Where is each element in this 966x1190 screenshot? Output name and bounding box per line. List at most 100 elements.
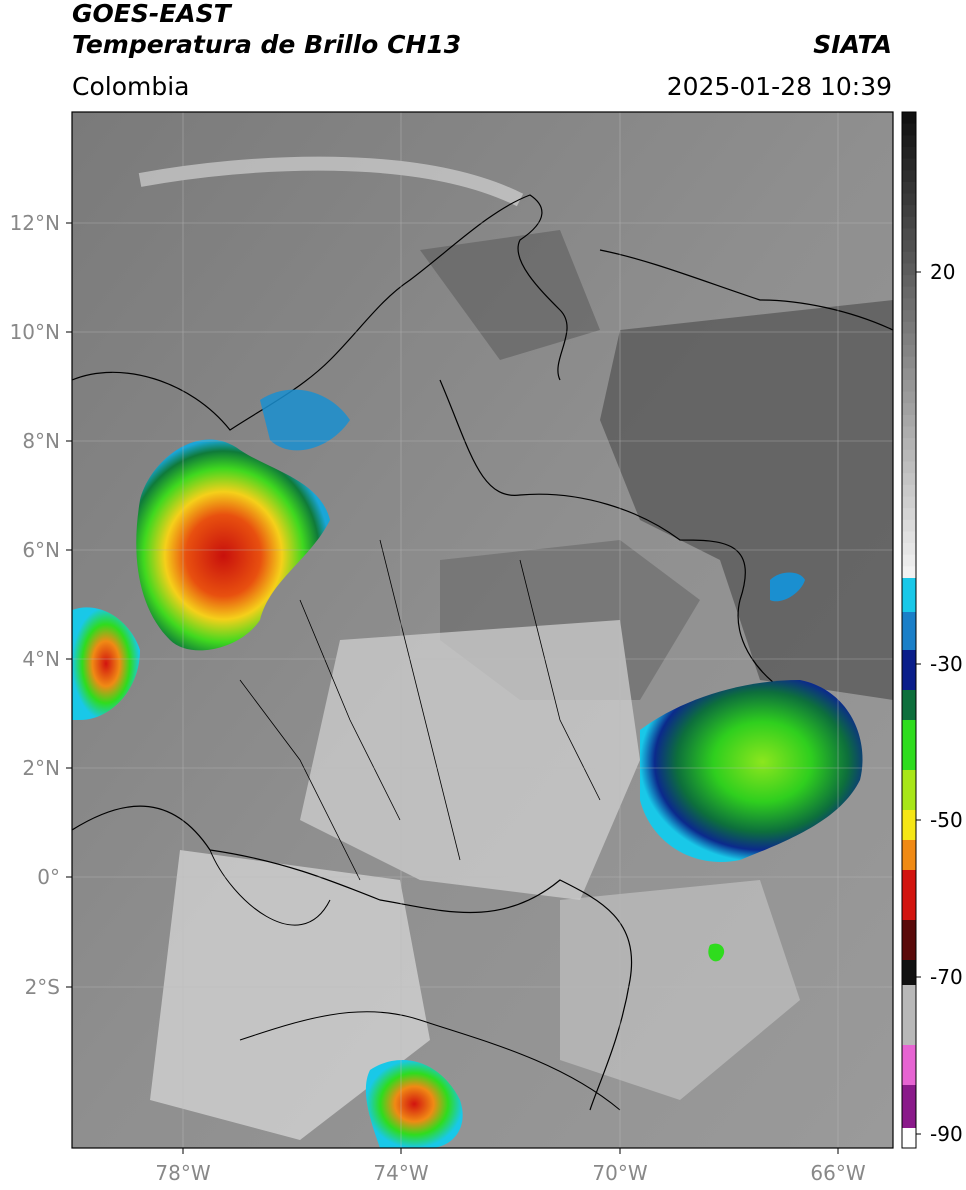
colorbar-gray-segment <box>902 403 916 416</box>
colorbar-gray-segment <box>902 286 916 299</box>
lat-tick-10n: 10°N <box>9 320 60 344</box>
colorbar-gray-segment <box>902 508 916 521</box>
coastline <box>72 194 893 431</box>
storm-cell-pacific <box>136 439 330 651</box>
colorbar-gray-segment <box>902 170 916 183</box>
colorbar-tick-minus90: -90 <box>930 1122 963 1146</box>
datetime-label: 2025-01-28 10:39 <box>666 72 892 101</box>
colorbar-color-segment <box>902 720 916 770</box>
colorbar-gray-segment <box>902 519 916 532</box>
colorbar-color-segment <box>902 870 916 920</box>
axis-ticks <box>66 222 839 1154</box>
colorbar-tick-minus70: -70 <box>930 965 963 989</box>
storm-cell-uraba <box>260 389 350 451</box>
colorbar-color-segment <box>902 770 916 810</box>
colorbar-color-segment <box>902 690 916 720</box>
lat-tick-2n: 2°N <box>22 756 60 780</box>
storm-cell-small-south <box>708 943 725 962</box>
colorbar-tick-minus50: -50 <box>930 808 963 832</box>
lat-tick-6n: 6°N <box>22 538 60 562</box>
colorbar-tick-20: 20 <box>930 260 956 284</box>
guajira-dark-region <box>420 230 600 360</box>
colorbar-gray-segment <box>902 438 916 451</box>
colorbar-gray-segment <box>902 531 916 544</box>
colorbar-ticks <box>916 271 921 1135</box>
lon-tick-66w: 66°W <box>810 1161 866 1185</box>
colorbar-gray-segment <box>902 310 916 323</box>
lat-tick-8n: 8°N <box>22 429 60 453</box>
colombia-venezuela-border <box>439 379 801 701</box>
colorbar-gray-segment <box>902 112 916 125</box>
storm-cell-coast <box>72 607 140 720</box>
lon-tick-74w: 74°W <box>373 1161 429 1185</box>
colorbar-gray-segment <box>902 251 916 264</box>
colorbar-gray-segment <box>902 263 916 276</box>
colorbar-gray-segment <box>902 181 916 195</box>
southern-border <box>72 805 633 1111</box>
colorbar-gray-segment <box>902 123 916 136</box>
colorbar-gray-segment <box>902 426 916 439</box>
colorbar-color-segment <box>902 920 916 960</box>
colorbar-gray-segment <box>902 473 916 486</box>
colorbar-gray-segment <box>902 566 916 579</box>
lat-tick-0: 0° <box>37 865 60 889</box>
amazon-light-region <box>300 620 640 900</box>
colorbar-color-segment <box>902 1085 916 1128</box>
colorbar-gray-segment <box>902 333 916 346</box>
colorbar-tick-minus30: -30 <box>930 652 963 676</box>
colorbar-gray-segment <box>902 240 916 253</box>
colorbar-gray-segment <box>902 298 916 311</box>
colorbar-gray-segment <box>902 414 916 428</box>
colorbar-gray-segment <box>902 193 916 206</box>
colorbar-gray-segment <box>902 391 916 404</box>
colorbar-gray-segment <box>902 146 916 160</box>
colorbar-frame <box>901 111 917 1149</box>
colorbar-gray-segment <box>902 484 916 497</box>
colorbar-color-segment <box>902 650 916 690</box>
colorbar-gray-segment <box>902 158 916 171</box>
gridlines <box>72 112 893 1148</box>
colorbar-color-segment <box>902 840 916 870</box>
ecuador-light-region <box>150 850 430 1140</box>
colorbar-gray-segment <box>902 461 916 474</box>
source-label: SIATA <box>813 30 892 59</box>
lat-tick-12n: 12°N <box>9 211 60 235</box>
colorbar-color-segment <box>902 960 916 985</box>
ecuador-peru-border <box>209 849 621 1111</box>
storm-cell-small-east <box>770 572 805 602</box>
lon-tick-70w: 70°W <box>592 1161 648 1185</box>
colorbar-color-segment <box>902 810 916 840</box>
venezuela-dark-region <box>600 300 893 700</box>
colorbar-gray-segment <box>902 345 916 358</box>
colorbar-gray-segment <box>902 205 916 218</box>
colorbar-gray-segment <box>902 135 916 148</box>
region-label: Colombia <box>72 72 190 101</box>
colorbar-gray-segment <box>902 543 916 556</box>
colorbar-gray-segment <box>902 449 916 462</box>
colorbar-gray-segment <box>902 216 916 229</box>
colorbar-gray-segment <box>902 379 916 393</box>
product-title: Temperatura de Brillo CH13 <box>72 30 462 59</box>
colorbar-gray-segment <box>902 554 916 567</box>
storm-cell-south <box>365 1060 463 1148</box>
colorbar-color-segment <box>902 578 916 612</box>
satellite-title: GOES-EAST <box>72 0 231 28</box>
lon-tick-78w: 78°W <box>155 1161 211 1185</box>
map-frame <box>71 111 894 1149</box>
colorbar-gray-segment <box>902 496 916 509</box>
lat-tick-2s: 2°S <box>24 975 60 999</box>
colorbar-gray-segment <box>902 356 916 369</box>
colorbar-color-segment <box>902 1128 916 1148</box>
colorbar-color-segment <box>902 985 916 1045</box>
colorbar-color-segment <box>902 1045 916 1085</box>
colorbar <box>902 112 916 1148</box>
colorbar-color-segment <box>902 612 916 650</box>
lat-tick-4n: 4°N <box>22 647 60 671</box>
colorbar-gray-segment <box>902 321 916 334</box>
storm-cell-amazon <box>640 680 863 862</box>
caribbean-cloud-streak <box>138 156 524 207</box>
colorbar-gray-segment <box>902 275 916 288</box>
colorbar-gray-segment <box>902 228 916 241</box>
colorbar-gray-segment <box>902 368 916 381</box>
